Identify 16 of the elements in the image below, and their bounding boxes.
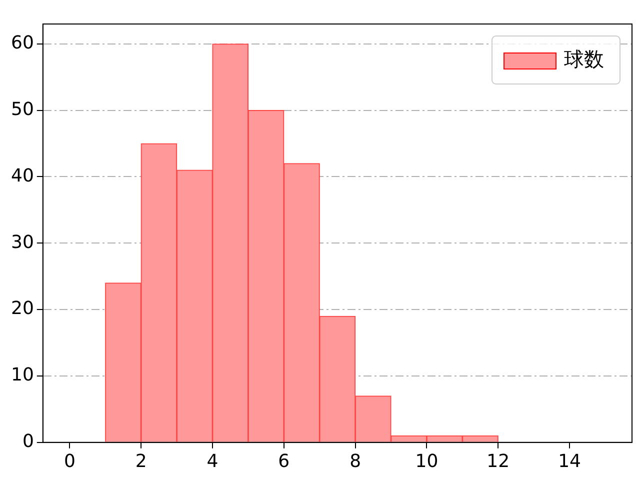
x-tick-label: 2 (135, 450, 147, 472)
y-tick-label: 0 (22, 431, 34, 452)
x-tick-label: 10 (415, 450, 438, 472)
x-tick-label: 0 (64, 450, 76, 472)
legend-label: 球数 (564, 47, 604, 72)
y-tick-label: 10 (11, 364, 34, 386)
y-tick-label: 60 (11, 32, 34, 54)
y-tick-label: 20 (11, 298, 34, 320)
x-tick-label: 14 (558, 450, 581, 472)
y-tick-label: 30 (11, 232, 34, 253)
x-tick-label: 4 (206, 450, 218, 472)
x-tick-label: 6 (278, 450, 290, 472)
y-tick-label: 40 (11, 165, 34, 186)
x-tick-label: 12 (486, 450, 510, 472)
x-tick-label: 8 (350, 450, 362, 472)
y-tick-label: 50 (11, 99, 34, 120)
